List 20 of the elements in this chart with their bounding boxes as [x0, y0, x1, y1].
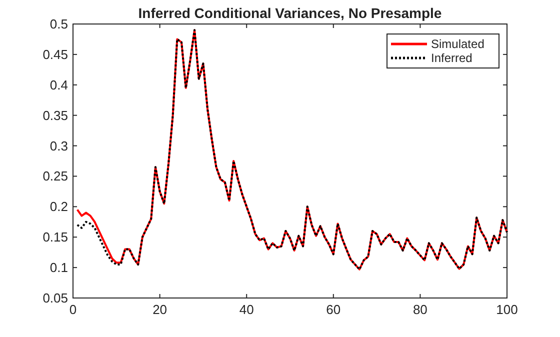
- x-tick-label: 40: [239, 302, 254, 317]
- x-tick-label: 60: [326, 302, 341, 317]
- line-series: [76, 29, 508, 270]
- y-tick-label: 0.25: [42, 168, 68, 184]
- legend-label: Inferred: [431, 51, 472, 65]
- y-tick-label: 0.45: [42, 46, 68, 62]
- y-tick-label: 0.4: [50, 77, 68, 92]
- y-tick-label: 0.05: [42, 290, 68, 306]
- x-tick-label: 80: [412, 302, 428, 317]
- y-tick-label: 0.15: [42, 230, 68, 245]
- y-tick-label: 0.2: [50, 199, 68, 214]
- legend-label: Simulated: [431, 37, 484, 51]
- x-tick-label: 100: [496, 302, 518, 317]
- y-tick-label: 0.35: [42, 108, 68, 123]
- chart-title: Inferred Conditional Variances, No Presample: [138, 5, 442, 21]
- y-tick-label: 0.3: [50, 138, 68, 154]
- y-tick-label: 0.1: [50, 260, 68, 276]
- x-tick-label: 0: [69, 302, 77, 317]
- y-tick-label: 0.5: [50, 16, 68, 32]
- x-tick-label: 20: [152, 302, 168, 317]
